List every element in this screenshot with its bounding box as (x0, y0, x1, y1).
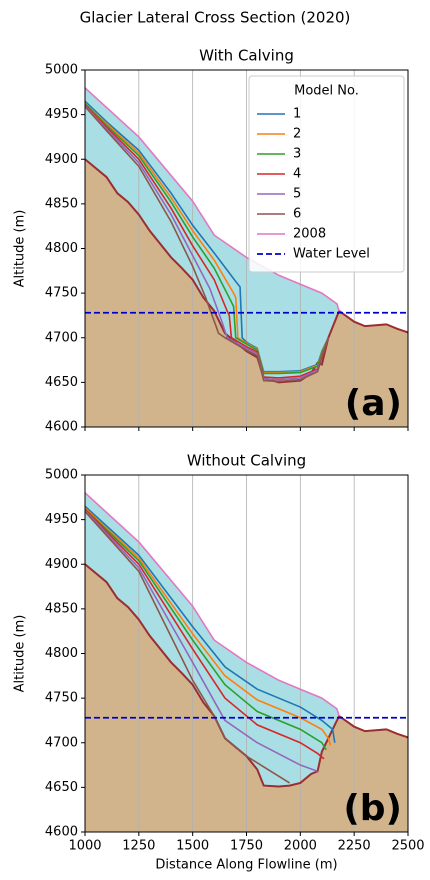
series-line (85, 511, 290, 784)
x-tick-label: 1000 (68, 839, 101, 854)
x-tick-label: 2500 (391, 839, 424, 854)
series-line (85, 104, 330, 379)
x-tick-label: 1250 (122, 839, 155, 854)
legend-label: 2 (293, 127, 301, 142)
y-tick-label: 4750 (45, 286, 78, 301)
axes-title: With Calving (199, 47, 294, 65)
y-tick-label: 4800 (45, 646, 78, 661)
bed-line (85, 158, 408, 384)
series-line (85, 505, 336, 743)
legend-label: 5 (293, 187, 301, 202)
y-tick-label: 4700 (45, 735, 78, 750)
x-tick-label: 1500 (176, 839, 209, 854)
legend-label: 3 (293, 147, 301, 162)
y-tick-label: 4900 (45, 557, 78, 572)
panel-label: (a) (345, 383, 402, 424)
bed-fill (85, 159, 408, 427)
legend-label: Water Level (293, 247, 370, 262)
legend-label: 6 (293, 207, 301, 222)
series-line (85, 507, 332, 746)
x-tick-label: 2250 (338, 839, 371, 854)
y-tick-label: 4950 (45, 512, 78, 527)
panel-label: (b) (343, 788, 402, 829)
bed-fill (85, 564, 408, 832)
plot-area (85, 475, 408, 832)
y-tick-label: 4750 (45, 691, 78, 706)
legend-label: 1 (293, 107, 301, 122)
x-axis-label: Distance Along Flowline (m) (155, 858, 337, 873)
figure-title: Glacier Lateral Cross Section (2020) (80, 9, 351, 27)
series-line (85, 100, 330, 373)
legend-label: 4 (293, 167, 301, 182)
legend-title: Model No. (294, 84, 359, 99)
series-line (85, 508, 327, 751)
y-tick-label: 4650 (45, 780, 78, 795)
series-line (85, 509, 325, 760)
series-line (85, 103, 330, 375)
y-tick-label: 4600 (45, 825, 78, 840)
y-axis-label: Altitude (m) (13, 210, 28, 288)
x-tick-label: 1750 (230, 839, 263, 854)
y-tick-label: 4800 (45, 241, 78, 256)
series-line (85, 106, 330, 383)
y-tick-label: 4650 (45, 375, 78, 390)
y-tick-label: 4600 (45, 420, 78, 435)
axes-frame (84, 69, 409, 428)
y-tick-label: 4850 (45, 601, 78, 616)
plot-area (85, 70, 408, 427)
y-axis-label: Altitude (m) (13, 615, 28, 693)
y-tick-label: 4950 (45, 107, 78, 122)
x-tick-label: 2000 (284, 839, 317, 854)
glacier-fill (85, 492, 340, 787)
bed-line (85, 563, 408, 788)
series-line (85, 492, 340, 717)
y-tick-label: 4700 (45, 330, 78, 345)
axes-title: Without Calving (187, 452, 306, 470)
y-tick-label: 5000 (45, 468, 78, 483)
series-line (85, 102, 330, 374)
series-line (85, 105, 330, 381)
y-tick-label: 4900 (45, 152, 78, 167)
axes-frame (84, 474, 409, 833)
y-tick-label: 5000 (45, 63, 78, 78)
glacier-fill (85, 87, 340, 383)
legend-label: 2008 (293, 227, 326, 242)
legend-box (248, 75, 405, 273)
series-line (85, 510, 318, 773)
y-tick-label: 4850 (45, 196, 78, 211)
